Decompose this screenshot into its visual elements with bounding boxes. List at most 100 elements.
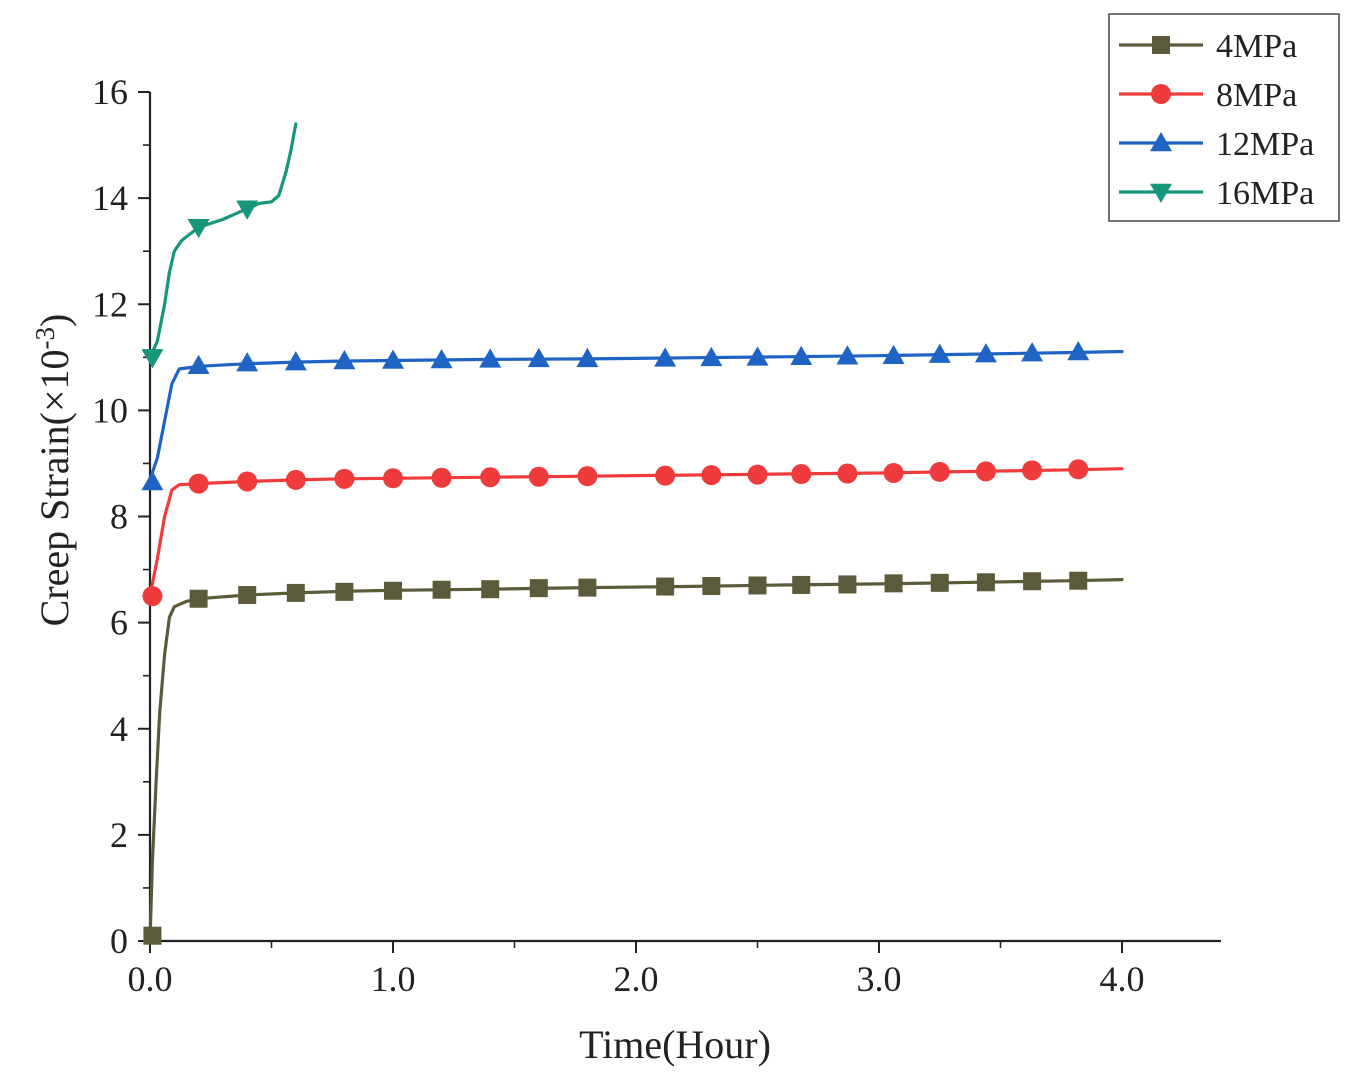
y-tick-label: 6 xyxy=(110,603,128,643)
data-point-12mpa xyxy=(654,347,677,367)
data-point-12mpa xyxy=(382,349,404,369)
data-point-4mpa xyxy=(976,573,995,592)
axis-ticks: 0.0 1.0 2.0 3.0 4.0 0 2 4 6 8 10 12 14 16 xyxy=(92,72,1145,999)
data-point-4mpa xyxy=(143,926,162,945)
data-point-12mpa xyxy=(790,345,813,366)
data-point-8mpa xyxy=(883,462,904,483)
data-point-8mpa xyxy=(285,469,306,490)
y-axis-title: Creep Strain(×10-3) xyxy=(30,314,77,627)
data-point-4mpa xyxy=(481,580,500,599)
data-point-4mpa xyxy=(838,575,857,594)
y-axis-title-main: Creep Strain(×10 xyxy=(32,349,77,626)
series-12mpa xyxy=(141,341,1124,491)
series-4mpa xyxy=(143,571,1124,945)
data-point-4mpa xyxy=(384,581,402,600)
series-8mpa xyxy=(142,459,1124,607)
x-tick-label: 1.0 xyxy=(371,959,416,999)
data-point-12mpa xyxy=(1067,341,1090,361)
data-point-12mpa xyxy=(1021,342,1044,362)
data-point-8mpa xyxy=(334,468,355,489)
data-point-8mpa xyxy=(383,468,403,489)
data-point-4mpa xyxy=(529,579,548,598)
legend-item-8mpa: 8MPa xyxy=(1119,77,1297,114)
plot-area xyxy=(148,92,1221,943)
data-point-4mpa xyxy=(1069,571,1088,590)
data-point-8mpa xyxy=(837,463,858,484)
x-tick-label: 4.0 xyxy=(1100,959,1145,999)
data-point-16mpa xyxy=(141,349,164,369)
legend-items: 4MPa 8MPa 12MPa 16MPa xyxy=(1119,28,1314,212)
series-line-4mpa xyxy=(148,577,1124,943)
series-line-16mpa xyxy=(148,122,298,359)
data-point-8mpa xyxy=(791,464,812,485)
x-tick-label: 0.0 xyxy=(128,959,173,999)
data-point-12mpa xyxy=(576,347,599,368)
data-point-4mpa xyxy=(702,577,721,596)
data-point-12mpa xyxy=(479,348,502,368)
data-point-8mpa xyxy=(237,471,258,492)
legend-label-16mpa: 16MPa xyxy=(1216,175,1314,212)
legend-item-16mpa: 16MPa xyxy=(1119,175,1314,212)
data-point-4mpa xyxy=(335,582,354,601)
legend-marker-12mpa xyxy=(1150,132,1172,152)
legend-marker-16mpa xyxy=(1150,183,1172,203)
data-point-4mpa xyxy=(656,577,675,596)
y-tick-label: 0 xyxy=(110,921,128,961)
data-point-4mpa xyxy=(238,586,257,605)
data-point-4mpa xyxy=(578,578,597,597)
y-tick-label: 2 xyxy=(110,815,128,855)
series-layer xyxy=(141,122,1124,945)
data-point-12mpa xyxy=(430,348,453,369)
legend-label-4mpa: 4MPa xyxy=(1216,28,1297,65)
data-point-4mpa xyxy=(189,589,208,608)
data-point-12mpa xyxy=(527,347,550,368)
data-point-4mpa xyxy=(1023,572,1042,591)
data-point-16mpa xyxy=(236,200,259,220)
data-point-4mpa xyxy=(432,580,451,599)
data-point-12mpa xyxy=(333,350,356,370)
data-point-12mpa xyxy=(746,346,769,366)
x-axis-title: Time(Hour) xyxy=(579,1022,771,1067)
y-axis-title-exponent: -3 xyxy=(30,327,60,350)
data-point-12mpa xyxy=(836,345,859,365)
y-tick-label: 4 xyxy=(110,709,128,749)
y-tick-label: 8 xyxy=(110,497,128,537)
data-point-8mpa xyxy=(975,461,996,482)
y-tick-label: 16 xyxy=(92,72,128,112)
data-point-12mpa xyxy=(882,344,905,364)
series-line-12mpa xyxy=(148,349,1124,481)
data-point-8mpa xyxy=(655,465,676,486)
data-point-12mpa xyxy=(284,351,307,371)
data-point-8mpa xyxy=(431,467,452,488)
data-point-8mpa xyxy=(701,465,722,486)
legend-box xyxy=(1108,13,1340,222)
legend-marker-8mpa xyxy=(1151,84,1171,104)
data-point-4mpa xyxy=(286,583,305,602)
y-axis-title-close: ) xyxy=(32,314,77,327)
data-point-4mpa xyxy=(792,575,811,594)
data-point-16mpa xyxy=(187,219,210,239)
data-point-4mpa xyxy=(748,576,767,595)
legend-label-12mpa: 12MPa xyxy=(1216,126,1314,163)
data-point-12mpa xyxy=(187,354,210,375)
data-point-8mpa xyxy=(480,467,501,488)
data-point-8mpa xyxy=(929,461,950,482)
data-point-8mpa xyxy=(1068,459,1089,480)
legend-label-8mpa: 8MPa xyxy=(1216,77,1297,114)
data-point-8mpa xyxy=(577,466,598,487)
data-point-12mpa xyxy=(141,471,164,491)
y-tick-label: 12 xyxy=(92,284,128,324)
data-point-12mpa xyxy=(700,346,723,367)
data-point-8mpa xyxy=(528,466,549,487)
series-16mpa xyxy=(141,122,298,369)
legend-item-4mpa: 4MPa xyxy=(1119,28,1297,65)
data-point-4mpa xyxy=(884,574,903,593)
data-point-12mpa xyxy=(928,343,951,363)
legend-marker-4mpa xyxy=(1152,36,1170,54)
data-point-4mpa xyxy=(930,573,949,592)
y-tick-label: 14 xyxy=(92,178,128,218)
data-point-8mpa xyxy=(747,464,768,485)
y-tick-label: 10 xyxy=(92,390,128,430)
x-tick-label: 2.0 xyxy=(614,959,659,999)
